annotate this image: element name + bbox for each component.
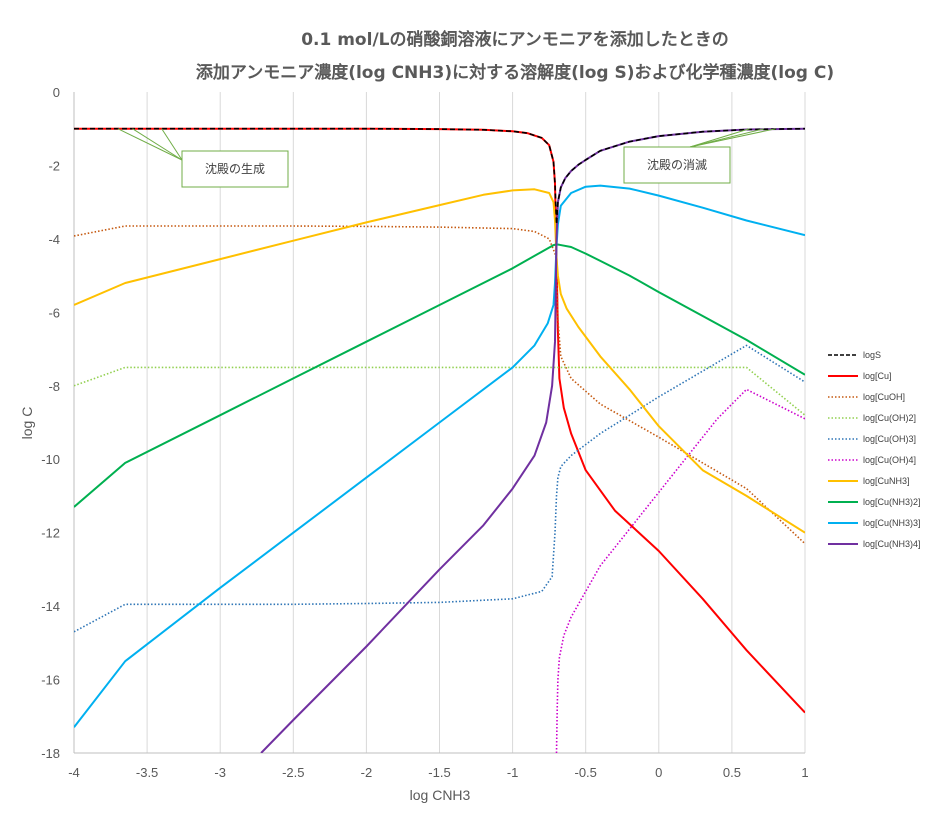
axes [73, 92, 805, 754]
legend-label: log[Cu(OH)3] [863, 434, 916, 444]
x-tick-label: 1 [801, 765, 808, 780]
callout-leader [117, 128, 183, 161]
y-tick-label: 0 [53, 85, 60, 100]
x-axis-label: log CNH3 [410, 787, 471, 803]
y-axis-label: log C [19, 407, 35, 440]
y-tick-label: -14 [41, 599, 60, 614]
x-tick-label: -1 [507, 765, 519, 780]
x-tick-label: -3.5 [136, 765, 158, 780]
callout-text: 沈殿の消滅 [647, 157, 707, 172]
legend-label: log[Cu] [863, 371, 892, 381]
legend-label: log[CuNH3] [863, 476, 910, 486]
y-tick-label: -6 [48, 305, 60, 320]
callout-text: 沈殿の生成 [205, 161, 265, 176]
legend-label: log[Cu(NH3)3] [863, 518, 921, 528]
y-tick-label: -2 [48, 158, 60, 173]
legend-label: logS [863, 350, 881, 360]
y-tick-label: -10 [41, 452, 60, 467]
chart-title-line1: 0.1 mol/Lの硝酸銅溶液にアンモニアを添加したときの [301, 29, 729, 50]
y-tick-label: -12 [41, 526, 60, 541]
y-tick-label: -18 [41, 746, 60, 761]
x-tick-label: 0 [655, 765, 662, 780]
callout-box [181, 150, 289, 188]
chart-title-line2: 添加アンモニア濃度(log CNH3)に対する溶解度(log S)および化学種濃… [196, 62, 834, 83]
x-tick-label: -0.5 [574, 765, 596, 780]
x-tick-label: -2.5 [282, 765, 304, 780]
callout-box [623, 146, 731, 184]
x-tick-label: -4 [68, 765, 80, 780]
legend-label: log[Cu(NH3)4] [863, 539, 921, 549]
legend: logS log[Cu] log[CuOH] log[Cu(OH)2] log[Cu(O… [828, 350, 921, 549]
tick-labels: -4 -3.5 -3 -2.5 -2 -1.5 -1 -0.5 0 0.5 1 0 -2 -4 -6 -8 -1… [41, 85, 808, 780]
x-tick-label: -2 [361, 765, 373, 780]
legend-label: log[Cu(NH3)2] [863, 497, 921, 507]
series-line-log-cu-oh-4- [555, 388, 805, 753]
series-line-logs [74, 127, 805, 225]
x-tick-label: 0.5 [723, 765, 741, 780]
legend-label: log[Cu(OH)2] [863, 413, 916, 423]
series-group [74, 127, 805, 753]
callout-leader [132, 128, 183, 161]
series-line-log-cunh3- [74, 188, 805, 534]
callout-leader [689, 128, 776, 148]
series-line-log-cu-oh-3- [74, 344, 805, 633]
legend-label: log[CuOH] [863, 392, 905, 402]
callouts: 沈殿の生成 沈殿の消滅 [117, 128, 776, 188]
y-tick-label: -8 [48, 379, 60, 394]
legend-label: log[Cu(OH)4] [863, 455, 916, 465]
y-tick-label: -16 [41, 673, 60, 688]
callout-leader [161, 128, 183, 161]
y-tick-label: -4 [48, 232, 60, 247]
callout-leader [689, 128, 750, 148]
x-tick-label: -1.5 [428, 765, 450, 780]
x-tick-label: -3 [214, 765, 226, 780]
